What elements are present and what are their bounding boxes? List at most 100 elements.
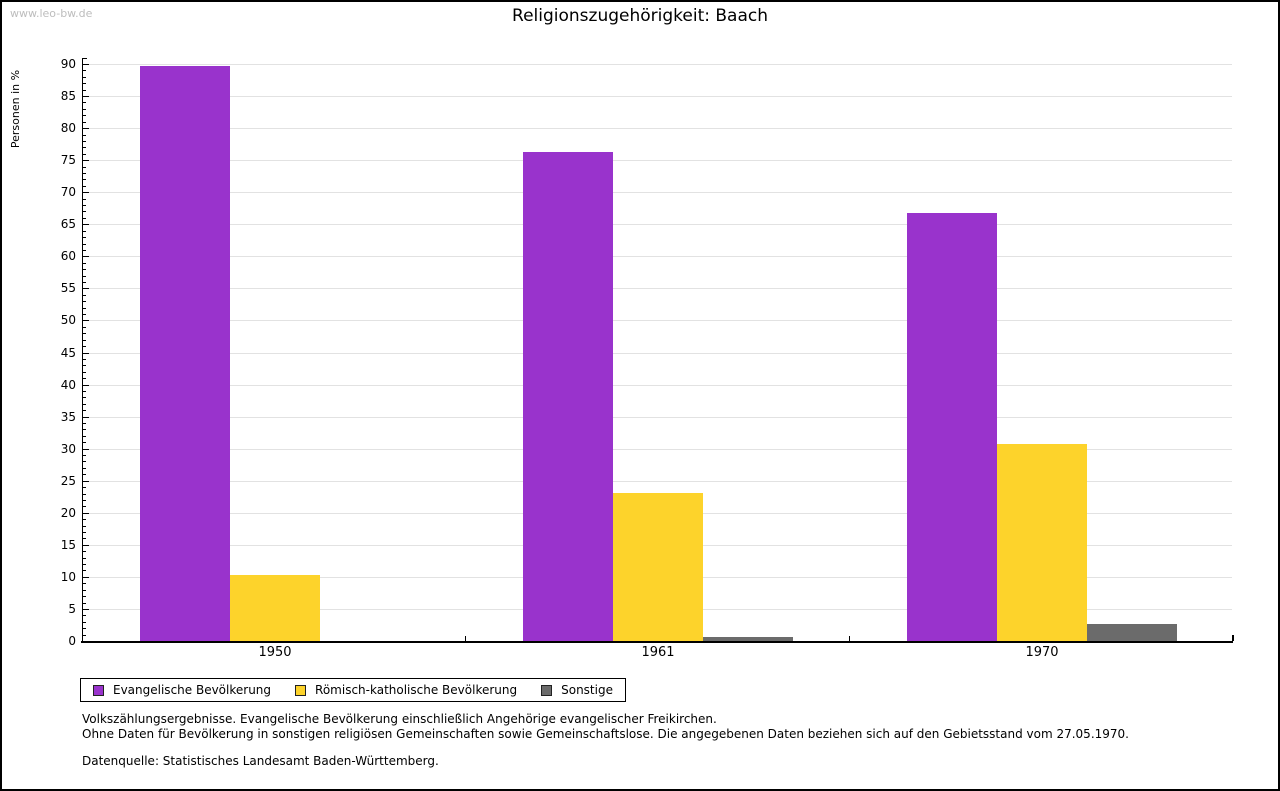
y-tick-label: 0 bbox=[68, 634, 76, 648]
y-gridline bbox=[83, 64, 1232, 65]
y-minor-tick bbox=[83, 506, 86, 508]
y-minor-tick bbox=[83, 89, 86, 91]
y-major-tick bbox=[83, 64, 89, 65]
legend-item-2: Sonstige bbox=[541, 683, 613, 697]
y-tick-label: 90 bbox=[60, 57, 76, 71]
y-minor-tick bbox=[83, 108, 86, 110]
y-minor-tick bbox=[83, 461, 86, 463]
y-minor-tick bbox=[83, 621, 86, 623]
y-tick-label: 25 bbox=[60, 473, 76, 488]
y-gridline bbox=[83, 352, 1232, 354]
y-minor-tick bbox=[83, 281, 86, 283]
legend-swatch-icon bbox=[295, 684, 307, 696]
y-major-tick bbox=[83, 352, 89, 354]
y-major-tick bbox=[83, 256, 89, 258]
y-minor-tick bbox=[83, 346, 86, 348]
y-minor-tick bbox=[83, 474, 86, 476]
y-tick-label: 5 bbox=[68, 601, 76, 616]
bar-1970-series-0 bbox=[907, 213, 997, 641]
y-major-tick bbox=[83, 608, 89, 610]
legend-label: Sonstige bbox=[561, 683, 613, 697]
y-gridline bbox=[83, 96, 1232, 98]
y-tick-label: 75 bbox=[60, 153, 76, 168]
y-major-tick bbox=[83, 544, 89, 546]
footnote-line-2: Ohne Daten für Bevölkerung in sonstigen … bbox=[82, 727, 1129, 741]
y-minor-tick bbox=[83, 140, 86, 142]
footnote-source: Datenquelle: Statistisches Landesamt Bad… bbox=[82, 754, 439, 768]
y-minor-tick bbox=[83, 455, 86, 457]
y-minor-tick bbox=[83, 339, 86, 341]
y-minor-tick bbox=[83, 269, 86, 271]
y-axis-end-tick bbox=[83, 58, 87, 59]
y-gridline bbox=[83, 128, 1232, 130]
y-minor-tick bbox=[83, 262, 86, 264]
legend-label: Evangelische Bevölkerung bbox=[113, 683, 272, 697]
y-tick-label: 20 bbox=[60, 505, 76, 520]
y-axis-line bbox=[82, 58, 83, 643]
legend-item-1: Römisch-katholische Bevölkerung bbox=[295, 683, 517, 697]
y-minor-tick bbox=[83, 570, 86, 572]
y-minor-tick bbox=[83, 333, 86, 335]
y-minor-tick bbox=[83, 429, 86, 431]
y-minor-tick bbox=[83, 198, 86, 200]
y-gridline bbox=[83, 448, 1232, 450]
y-minor-tick bbox=[83, 147, 86, 149]
y-major-tick bbox=[83, 384, 89, 386]
x-tick-label: 1950 bbox=[258, 645, 292, 660]
y-tick-label: 50 bbox=[60, 313, 76, 328]
chart-title: Religionszugehörigkeit: Baach bbox=[512, 6, 768, 26]
y-minor-tick bbox=[83, 589, 86, 591]
y-minor-tick bbox=[83, 172, 86, 174]
y-tick-label: 60 bbox=[60, 249, 76, 264]
y-minor-tick bbox=[83, 217, 86, 219]
y-minor-tick bbox=[83, 301, 86, 303]
y-tick-label: 70 bbox=[60, 185, 76, 200]
y-minor-tick bbox=[83, 583, 86, 585]
y-tick-label: 45 bbox=[60, 345, 76, 360]
y-major-tick bbox=[83, 512, 89, 514]
watermark-url: www.leo-bw.de bbox=[10, 7, 93, 20]
y-gridline bbox=[83, 256, 1232, 258]
y-minor-tick bbox=[83, 211, 86, 213]
legend-item-0: Evangelische Bevölkerung bbox=[93, 683, 271, 697]
y-gridline bbox=[83, 288, 1232, 290]
y-minor-tick bbox=[83, 121, 86, 123]
y-major-tick bbox=[83, 480, 89, 482]
y-minor-tick bbox=[83, 185, 86, 187]
y-tick-label: 55 bbox=[60, 281, 76, 296]
y-gridline bbox=[83, 320, 1232, 322]
y-major-tick bbox=[83, 288, 89, 290]
y-minor-tick bbox=[83, 249, 86, 251]
legend-swatch-icon bbox=[93, 684, 104, 696]
y-minor-tick bbox=[83, 205, 86, 207]
y-major-tick bbox=[83, 224, 89, 226]
y-tick-label: 80 bbox=[60, 121, 76, 136]
chart-legend: Evangelische Bevölkerung Römisch-katholis… bbox=[80, 678, 626, 702]
y-minor-tick bbox=[83, 115, 86, 117]
bar-1970-series-1 bbox=[997, 443, 1087, 641]
y-minor-tick bbox=[83, 628, 86, 630]
y-minor-tick bbox=[83, 166, 86, 168]
legend-swatch-icon bbox=[541, 684, 553, 696]
x-tick-label: 1961 bbox=[641, 645, 675, 660]
y-minor-tick bbox=[83, 499, 86, 501]
y-minor-tick bbox=[83, 423, 86, 425]
x-axis-separator-tick bbox=[465, 636, 466, 641]
y-minor-tick bbox=[83, 602, 86, 604]
y-minor-tick bbox=[83, 532, 86, 533]
bar-1950-series-0 bbox=[140, 65, 230, 641]
bar-1961-series-1 bbox=[613, 492, 703, 641]
y-minor-tick bbox=[83, 493, 86, 495]
y-gridline bbox=[83, 160, 1232, 162]
y-major-tick bbox=[83, 448, 89, 450]
y-tick-label: 40 bbox=[60, 377, 76, 392]
y-minor-tick bbox=[83, 230, 86, 232]
y-minor-tick bbox=[83, 467, 86, 469]
y-minor-tick bbox=[83, 70, 86, 72]
y-minor-tick bbox=[83, 307, 86, 309]
y-minor-tick bbox=[83, 358, 86, 360]
y-minor-tick bbox=[83, 615, 86, 617]
y-minor-tick bbox=[83, 153, 86, 155]
